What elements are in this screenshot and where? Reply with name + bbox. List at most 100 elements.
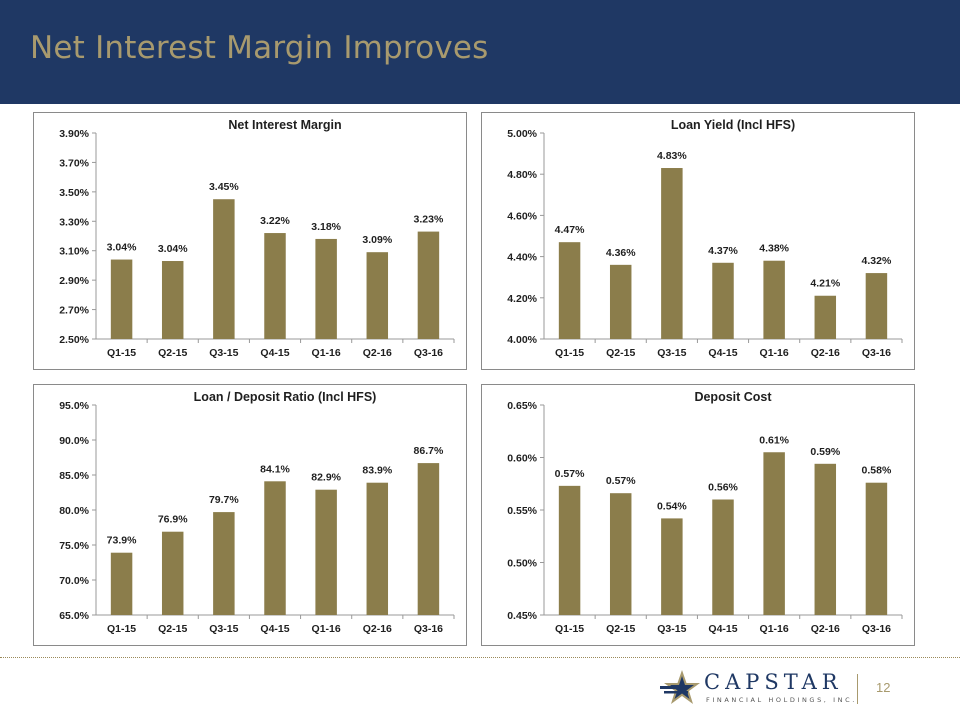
data-label: 3.04% xyxy=(158,243,188,255)
star-icon xyxy=(660,670,700,704)
data-label: 3.45% xyxy=(209,181,239,193)
x-tick-label: Q1-15 xyxy=(555,623,584,635)
x-tick-label: Q1-15 xyxy=(107,347,136,359)
logo-subtitle: FINANCIAL HOLDINGS, INC. xyxy=(706,696,857,704)
y-tick-label: 4.60% xyxy=(507,210,537,222)
x-tick-label: Q2-16 xyxy=(363,623,392,635)
data-label: 83.9% xyxy=(362,465,392,477)
data-label: 0.54% xyxy=(657,500,687,512)
data-label: 76.9% xyxy=(158,514,188,526)
bar xyxy=(366,482,389,615)
x-tick-label: Q2-16 xyxy=(811,623,840,635)
logo-separator xyxy=(857,674,858,704)
data-label: 4.32% xyxy=(862,255,892,267)
x-tick-label: Q1-15 xyxy=(107,623,136,635)
data-label: 4.21% xyxy=(810,278,840,290)
y-tick-label: 0.60% xyxy=(507,453,537,465)
data-label: 3.23% xyxy=(414,214,444,226)
bar xyxy=(814,295,837,339)
chart-title: Deposit Cost xyxy=(694,390,772,404)
y-tick-label: 65.0% xyxy=(59,610,89,622)
y-tick-label: 85.0% xyxy=(59,470,89,482)
loan-deposit-ratio-chart: Loan / Deposit Ratio (Incl HFS) 65.0% 70.0… xyxy=(59,390,455,635)
bar xyxy=(213,199,235,339)
chart-title: Net Interest Margin xyxy=(228,118,341,132)
data-label: 0.57% xyxy=(606,475,636,487)
x-tick-label: Q1-16 xyxy=(312,623,341,635)
net-interest-margin-chart: Net Interest Margin 2.50% 2.70% 2.90% 3.10% 3… xyxy=(59,118,455,359)
data-label: 3.09% xyxy=(362,234,392,246)
data-label: 79.7% xyxy=(209,494,239,506)
logo-wordmark: CAPSTAR xyxy=(704,670,843,694)
data-label: 0.59% xyxy=(810,446,840,458)
x-tick-label: Q2-15 xyxy=(158,347,187,359)
y-tick-label: 2.50% xyxy=(59,334,89,346)
loan-yield-chart: Loan Yield (Incl HFS) 4.00% 4.20% 4.40% 4.60… xyxy=(507,118,903,359)
y-tick-label: 70.0% xyxy=(59,575,89,587)
y-tick-label: 3.10% xyxy=(59,246,89,258)
x-tick-label: Q4-15 xyxy=(708,347,737,359)
y-tick-label: 3.90% xyxy=(59,128,89,140)
data-label: 4.38% xyxy=(759,243,789,255)
bar xyxy=(763,452,785,615)
bar xyxy=(558,242,581,339)
chart-panel-net-interest-margin: Net Interest Margin 2.50% 2.70% 2.90% 3.10% 3… xyxy=(33,112,467,370)
y-tick-label: 2.90% xyxy=(59,275,89,287)
bar xyxy=(213,512,235,615)
deposit-cost-chart: Deposit Cost 0.45% 0.50% 0.55% 0.60% 0.65% Q1-… xyxy=(507,390,903,635)
x-tick-label: Q1-16 xyxy=(760,623,789,635)
bar xyxy=(315,489,337,615)
y-tick-label: 95.0% xyxy=(59,400,89,412)
x-tick-label: Q2-15 xyxy=(606,623,635,635)
y-tick-label: 3.50% xyxy=(59,187,89,199)
y-tick-label: 3.70% xyxy=(59,157,89,169)
y-tick-label: 5.00% xyxy=(507,128,537,140)
data-label: 0.57% xyxy=(555,468,585,480)
data-label: 3.22% xyxy=(260,215,290,227)
bar xyxy=(264,233,286,339)
data-label: 82.9% xyxy=(311,472,341,484)
x-tick-label: Q3-16 xyxy=(414,623,443,635)
chart-panel-loan-deposit-ratio: Loan / Deposit Ratio (Incl HFS) 65.0% 70.0… xyxy=(33,384,467,646)
data-label: 4.37% xyxy=(708,245,738,257)
chart-title: Loan / Deposit Ratio (Incl HFS) xyxy=(194,390,377,404)
x-tick-label: Q3-15 xyxy=(209,623,238,635)
bar xyxy=(609,264,632,339)
x-tick-label: Q1-16 xyxy=(312,347,341,359)
x-tick-label: Q2-16 xyxy=(811,347,840,359)
y-tick-label: 4.40% xyxy=(507,252,537,264)
x-tick-label: Q3-15 xyxy=(209,347,238,359)
header-banner: Net Interest Margin Improves xyxy=(0,0,960,104)
data-label: 4.47% xyxy=(555,224,585,236)
y-tick-label: 4.20% xyxy=(507,293,537,305)
x-tick-label: Q3-16 xyxy=(414,347,443,359)
bar xyxy=(814,463,837,615)
bar xyxy=(264,481,286,615)
bar xyxy=(712,262,734,339)
data-label: 3.18% xyxy=(311,221,341,233)
x-tick-label: Q1-16 xyxy=(760,347,789,359)
y-tick-label: 4.00% xyxy=(507,334,537,346)
data-label: 86.7% xyxy=(414,445,444,457)
company-logo: CAPSTAR FINANCIAL HOLDINGS, INC. xyxy=(660,666,860,712)
x-tick-label: Q4-15 xyxy=(260,347,289,359)
x-tick-label: Q2-15 xyxy=(158,623,187,635)
bar xyxy=(417,231,440,339)
bar xyxy=(661,518,683,615)
x-tick-label: Q2-16 xyxy=(363,347,392,359)
x-tick-label: Q3-16 xyxy=(862,623,891,635)
chart-title: Loan Yield (Incl HFS) xyxy=(671,118,795,132)
bar xyxy=(110,259,133,339)
slide-title: Net Interest Margin Improves xyxy=(30,30,489,66)
bar xyxy=(558,485,581,615)
data-label: 0.56% xyxy=(708,482,738,494)
y-tick-label: 0.45% xyxy=(507,610,537,622)
bar xyxy=(366,252,389,339)
x-tick-label: Q1-15 xyxy=(555,347,584,359)
data-label: 84.1% xyxy=(260,463,290,475)
page-number: 12 xyxy=(876,680,891,695)
data-label: 3.04% xyxy=(107,242,137,254)
bar xyxy=(110,552,133,615)
bar xyxy=(763,260,785,339)
y-tick-label: 80.0% xyxy=(59,505,89,517)
